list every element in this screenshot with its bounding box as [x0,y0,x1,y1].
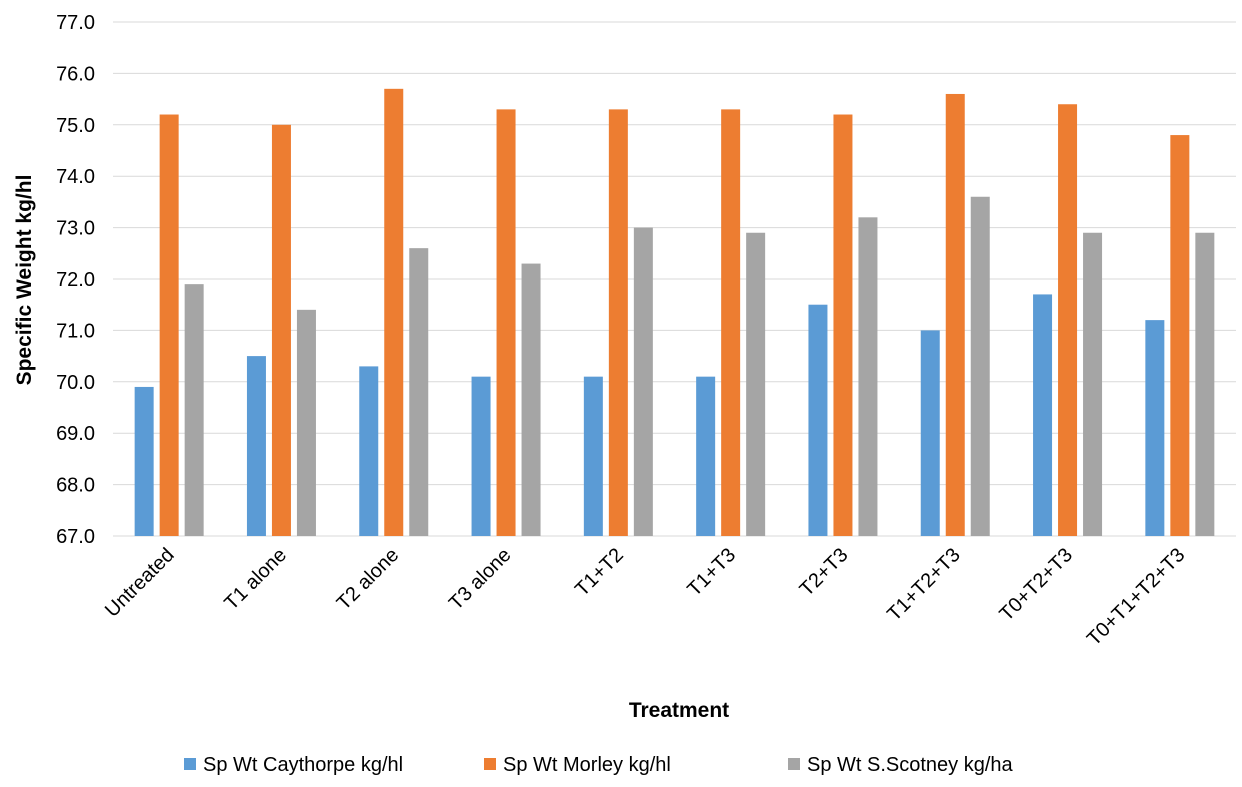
x-tick-label: T2+T3 [796,544,853,601]
bar [1195,232,1215,537]
y-tick-label: 74.0 [56,166,95,188]
y-tick-label: 76.0 [56,63,95,85]
y-tick-label: 77.0 [56,12,95,34]
y-axis-ticks: 67.0 68.0 69.0 70.0 71.0 72.0 73.0 74.0 75.0 76.0… [56,12,95,548]
y-tick-label: 73.0 [56,218,95,240]
x-axis-ticks: Untreated T1 alone T2 alone T3 alone T1+T2 T1… [101,544,1189,650]
x-tick-label: T0+T1+T2+T3 [1083,544,1189,650]
x-tick-label: T1+T3 [683,544,740,601]
bar [184,284,204,536]
bar [945,93,965,537]
bar [746,232,766,537]
bar [471,376,491,536]
legend: Sp Wt Caythorpe kg/hl Sp Wt Morley kg/hl S… [184,754,1014,776]
y-tick-label: 69.0 [56,423,95,445]
bar [359,366,379,536]
bar [808,304,828,536]
bar [583,376,603,536]
bar [633,227,653,536]
legend-swatch [484,758,496,770]
bar [384,88,404,536]
y-tick-label: 68.0 [56,475,95,497]
bar [696,376,716,536]
y-tick-label: 75.0 [56,115,95,137]
bar [409,248,429,536]
bar [296,309,316,536]
bar [920,330,940,536]
legend-label: Sp Wt Morley kg/hl [503,754,671,776]
bars [134,88,1215,537]
bar [1083,232,1103,537]
y-tick-label: 71.0 [56,320,95,342]
bar [833,114,853,537]
x-tick-label: Untreated [101,544,179,622]
bar [271,124,291,537]
x-tick-label: T3 alone [445,544,516,615]
x-tick-label: T1+T2 [571,544,628,601]
x-tick-label: T1+T2+T3 [883,544,965,626]
bar [246,356,266,536]
y-tick-label: 72.0 [56,269,95,291]
x-tick-label: T0+T2+T3 [995,544,1077,626]
x-tick-label: T2 alone [333,544,404,615]
legend-swatch [184,758,196,770]
y-axis-title: Specific Weight kg/hl [13,175,36,386]
bar [858,217,878,536]
y-tick-label: 70.0 [56,372,95,394]
x-tick-label: T1 alone [220,544,291,615]
bar [1170,135,1190,536]
bar [521,263,541,536]
bar [1033,294,1053,536]
legend-label: Sp Wt S.Scotney kg/ha [807,754,1014,776]
bar [970,196,990,536]
bar [1058,104,1078,537]
bar [608,109,628,536]
bar [496,109,516,536]
bar [721,109,741,536]
x-axis-title: Treatment [629,699,729,722]
bar [1145,320,1165,536]
legend-label: Sp Wt Caythorpe kg/hl [203,754,403,776]
legend-swatch [788,758,800,770]
bar [159,114,179,537]
bar [134,386,154,536]
y-tick-label: 67.0 [56,526,95,548]
